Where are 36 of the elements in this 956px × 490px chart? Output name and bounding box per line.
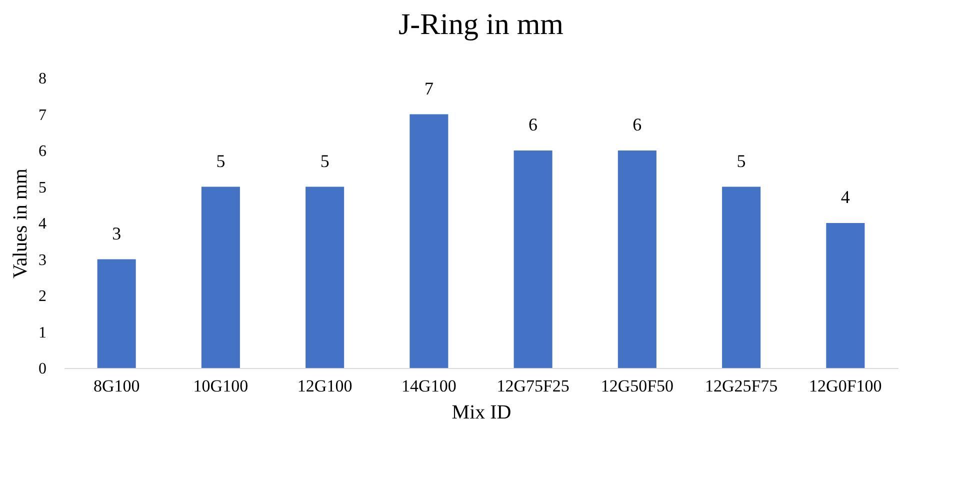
x-tick-label: 12G100 <box>297 376 352 396</box>
y-tick-label: 7 <box>38 106 46 124</box>
data-label: 6 <box>528 114 538 134</box>
y-tick-label: 3 <box>38 252 46 269</box>
data-label: 5 <box>320 150 330 171</box>
bar <box>618 150 656 368</box>
y-tick-label: 1 <box>38 324 46 342</box>
data-label: 6 <box>632 114 642 134</box>
bar <box>306 186 344 368</box>
x-tick-label: 12G75F25 <box>496 376 570 396</box>
y-axis-title: Values in mm <box>10 168 32 278</box>
chart-title: J-Ring in mm <box>398 8 564 41</box>
y-tick-label: 2 <box>38 288 46 305</box>
y-tick-label: 0 <box>38 360 46 378</box>
data-label: 4 <box>840 187 850 207</box>
data-label: 7 <box>424 78 434 98</box>
y-tick-label: 6 <box>38 143 46 160</box>
y-tick-label: 5 <box>38 179 46 196</box>
x-tick-label: 12G25F75 <box>704 376 778 396</box>
bar <box>826 223 865 368</box>
data-label: 5 <box>736 150 746 171</box>
bar <box>722 186 761 368</box>
x-tick-label: 12G50F50 <box>600 376 674 396</box>
data-label: 3 <box>112 223 122 244</box>
bar <box>514 150 552 368</box>
x-tick-label: 14G100 <box>402 376 456 396</box>
x-tick-label: 10G100 <box>193 376 248 396</box>
data-label: 5 <box>216 150 226 171</box>
bar <box>201 186 240 368</box>
y-tick-label: 8 <box>38 70 46 88</box>
x-tick-label: 8G100 <box>93 376 140 396</box>
y-tick-label: 4 <box>38 216 46 232</box>
bar <box>410 114 448 368</box>
bar <box>97 259 136 368</box>
x-axis-title: Mix ID <box>452 402 512 424</box>
x-tick-label: 12G0F100 <box>809 376 882 396</box>
